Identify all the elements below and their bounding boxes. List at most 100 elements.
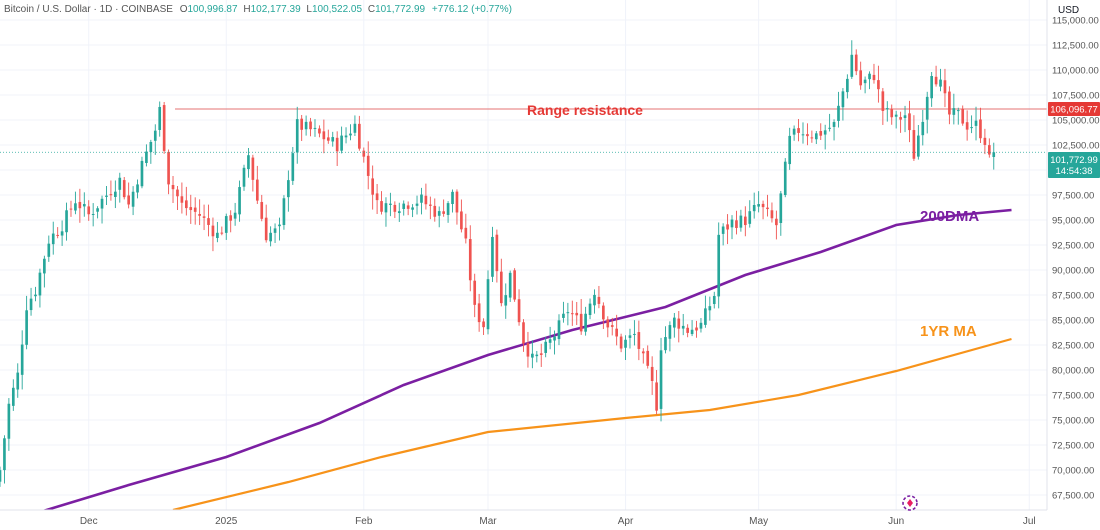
candle-body bbox=[295, 119, 299, 153]
candle-body bbox=[943, 80, 947, 94]
candle-body bbox=[393, 204, 397, 212]
last-price-label: 101,772.99 14:54:38 bbox=[1048, 152, 1100, 178]
y-tick-label: 70,000.00 bbox=[1052, 466, 1094, 477]
candle-body bbox=[979, 119, 982, 139]
candle-body bbox=[477, 303, 481, 323]
candle-body bbox=[775, 218, 778, 226]
candle-body bbox=[704, 308, 707, 325]
candle-body bbox=[82, 204, 86, 207]
change-value: +776.12 (+0.77%) bbox=[432, 4, 512, 15]
candle-body bbox=[122, 180, 126, 198]
candle-body bbox=[770, 210, 774, 219]
candle-body bbox=[442, 211, 445, 214]
candle-body bbox=[624, 339, 627, 348]
candle-body bbox=[207, 218, 210, 225]
candle-body bbox=[912, 130, 916, 159]
ma-200d-line bbox=[39, 208, 1012, 514]
candle-body bbox=[202, 216, 206, 218]
time-axis[interactable]: Dec 2025 Feb Mar Apr May Jun Jul bbox=[0, 509, 1100, 530]
candle-body bbox=[406, 205, 410, 209]
candle-body bbox=[349, 133, 352, 136]
candle-body bbox=[987, 145, 991, 155]
svg-text:106,096.77: 106,096.77 bbox=[1050, 105, 1098, 116]
candle-body bbox=[659, 350, 663, 409]
candle-body bbox=[628, 335, 632, 338]
y-tick-label: 85,000.00 bbox=[1052, 316, 1094, 327]
candle-body bbox=[881, 91, 885, 111]
candle-body bbox=[721, 226, 725, 234]
candle-body bbox=[819, 131, 823, 136]
candle-body bbox=[451, 191, 454, 205]
candle-body bbox=[455, 191, 459, 213]
candle-body bbox=[198, 213, 201, 216]
candle-body bbox=[633, 333, 636, 335]
candle-body bbox=[894, 114, 898, 117]
candle-body bbox=[562, 313, 565, 318]
candle-body bbox=[318, 128, 321, 134]
candle-body bbox=[362, 150, 366, 157]
candle-body bbox=[20, 344, 24, 375]
candle-body bbox=[242, 167, 246, 187]
candle-body bbox=[673, 317, 676, 328]
candle-body bbox=[681, 325, 685, 329]
candle-body bbox=[105, 195, 108, 197]
candle-body bbox=[526, 343, 530, 357]
y-tick-label: 92,500.00 bbox=[1052, 241, 1094, 252]
candle-body bbox=[16, 372, 20, 390]
candle-body bbox=[211, 225, 215, 237]
x-tick-labels: Dec 2025 Feb Mar Apr May Jun Jul bbox=[80, 516, 1036, 527]
candle-body bbox=[344, 135, 348, 138]
candle-body bbox=[118, 177, 122, 190]
candle-body bbox=[637, 332, 641, 349]
candle-body bbox=[792, 128, 796, 135]
plot-area[interactable] bbox=[0, 0, 1047, 510]
candle-body bbox=[380, 201, 383, 212]
candle-body bbox=[309, 121, 312, 130]
x-tick-label: Feb bbox=[355, 516, 373, 527]
candle-body bbox=[127, 195, 130, 205]
candle-body bbox=[539, 353, 543, 355]
candle-body bbox=[650, 366, 654, 381]
candle-body bbox=[743, 216, 747, 226]
candle-body bbox=[814, 133, 818, 140]
candle-body bbox=[180, 196, 184, 203]
candle-body bbox=[91, 213, 95, 215]
candle-body bbox=[948, 91, 951, 115]
candle-body bbox=[801, 134, 805, 136]
candle-body bbox=[69, 208, 73, 210]
candle-body bbox=[238, 187, 241, 215]
price-axis[interactable]: USD 115,000.00 112,500.00 110,000.00 107,50… bbox=[1046, 0, 1100, 530]
candle-body bbox=[109, 194, 113, 196]
candle-body bbox=[384, 203, 388, 213]
candle-body bbox=[473, 280, 477, 305]
y-tick-label: 102,500.00 bbox=[1052, 141, 1100, 152]
candle-body bbox=[841, 91, 845, 108]
candle-body bbox=[291, 153, 295, 181]
candle-body bbox=[282, 198, 286, 226]
x-tick-label: Jul bbox=[1023, 516, 1036, 527]
candle-body bbox=[353, 123, 357, 133]
candle-body bbox=[468, 239, 472, 281]
candle-body bbox=[114, 191, 117, 197]
svg-text:14:54:38: 14:54:38 bbox=[1056, 166, 1093, 177]
candle-body bbox=[47, 243, 51, 257]
candle-body bbox=[140, 160, 144, 187]
candle-body bbox=[757, 204, 760, 207]
candle-body bbox=[846, 78, 849, 93]
chart-tool-icon[interactable] bbox=[902, 495, 918, 511]
candle-body bbox=[504, 295, 508, 306]
high-value: 102,177.39 bbox=[251, 4, 301, 15]
candle-body bbox=[60, 231, 64, 236]
candle-body bbox=[806, 134, 809, 137]
y-tick-label: 115,000.00 bbox=[1052, 16, 1099, 27]
candle-body bbox=[335, 137, 339, 152]
candle-body bbox=[495, 234, 499, 272]
candle-body bbox=[952, 108, 956, 115]
candle-body bbox=[717, 234, 721, 297]
candle-body bbox=[446, 203, 450, 215]
candle-body bbox=[153, 130, 157, 141]
candle-body bbox=[974, 120, 978, 126]
candle-body bbox=[264, 217, 268, 241]
